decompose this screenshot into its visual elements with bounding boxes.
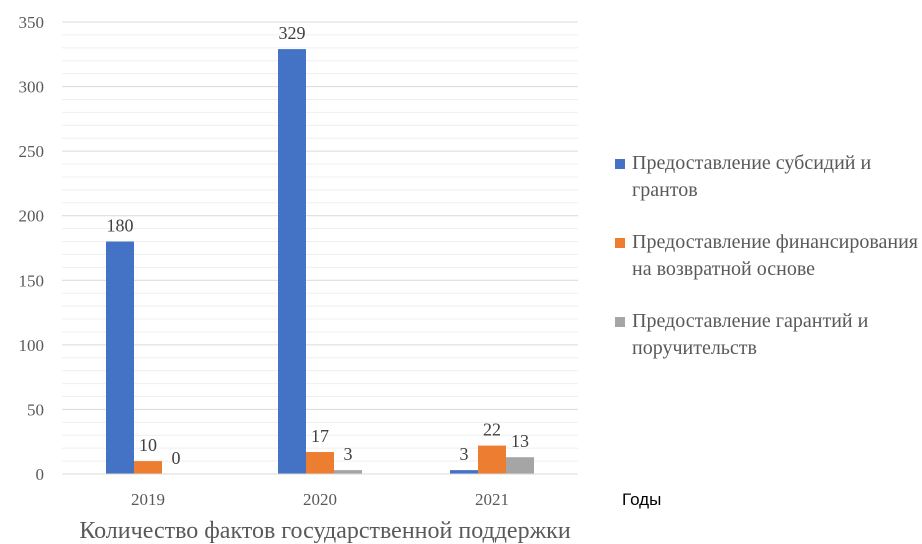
legend-label-guarantees: Предоставление гарантий и поручительств [632,310,869,359]
gridlines [62,21,578,462]
x-axis-ticks: 2019 2020 2021 [131,490,509,509]
x-tick-label: 2019 [131,490,165,509]
x-axis-title: Годы [622,490,661,509]
bar-2020-series-2 [306,452,334,474]
bar-2019-series-2 [134,461,162,474]
y-tick-label: 0 [36,465,45,484]
x-tick-label: 2020 [303,490,337,509]
legend-label-financing: Предоставление финансирования на возврат… [632,231,918,280]
legend-item-subsidies: Предоставление субсидий и грантов [615,150,920,204]
bar-2019-series-1 [106,241,134,474]
legend-swatch-subsidies [615,159,625,169]
bars [106,49,534,475]
data-label-2021-series-3: 13 [511,431,529,451]
x-axis-label: Количество фактов государственной поддер… [79,518,571,544]
bar-2020-series-1 [278,49,306,475]
y-tick-label: 100 [19,336,45,355]
y-tick-label: 200 [19,207,45,226]
data-label-2019-series-3: 0 [172,448,181,468]
y-tick-label: 50 [27,400,44,419]
data-label-2021-series-1: 3 [460,444,469,464]
y-tick-label: 300 [19,78,45,97]
data-label-2019-series-2: 10 [139,435,157,455]
y-axis-ticks: 0 50 100 150 200 250 300 350 [19,13,45,484]
legend: Предоставление субсидий и грантов Предос… [615,150,920,387]
y-tick-label: 150 [19,271,45,290]
y-tick-label: 350 [19,13,45,32]
legend-swatch-financing [615,238,625,248]
data-label-2020-series-1: 329 [279,23,306,43]
bar-2020-series-3 [334,470,362,474]
y-tick-label: 250 [19,142,45,161]
x-tick-label: 2021 [475,490,509,509]
bar-2021-series-3 [506,457,534,474]
legend-swatch-guarantees [615,317,625,327]
data-labels: 180 10 0 329 17 3 3 22 13 [107,23,530,468]
bar-2021-series-1 [450,470,478,474]
data-label-2020-series-3: 3 [344,444,353,464]
legend-item-financing: Предоставление финансирования на возврат… [615,229,920,283]
data-label-2020-series-2: 17 [311,426,329,446]
legend-item-guarantees: Предоставление гарантий и поручительств [615,308,920,362]
legend-label-subsidies: Предоставление субсидий и грантов [632,152,872,201]
data-label-2019-series-1: 180 [107,216,134,236]
data-label-2021-series-2: 22 [483,420,501,440]
bar-2021-series-2 [478,445,506,474]
